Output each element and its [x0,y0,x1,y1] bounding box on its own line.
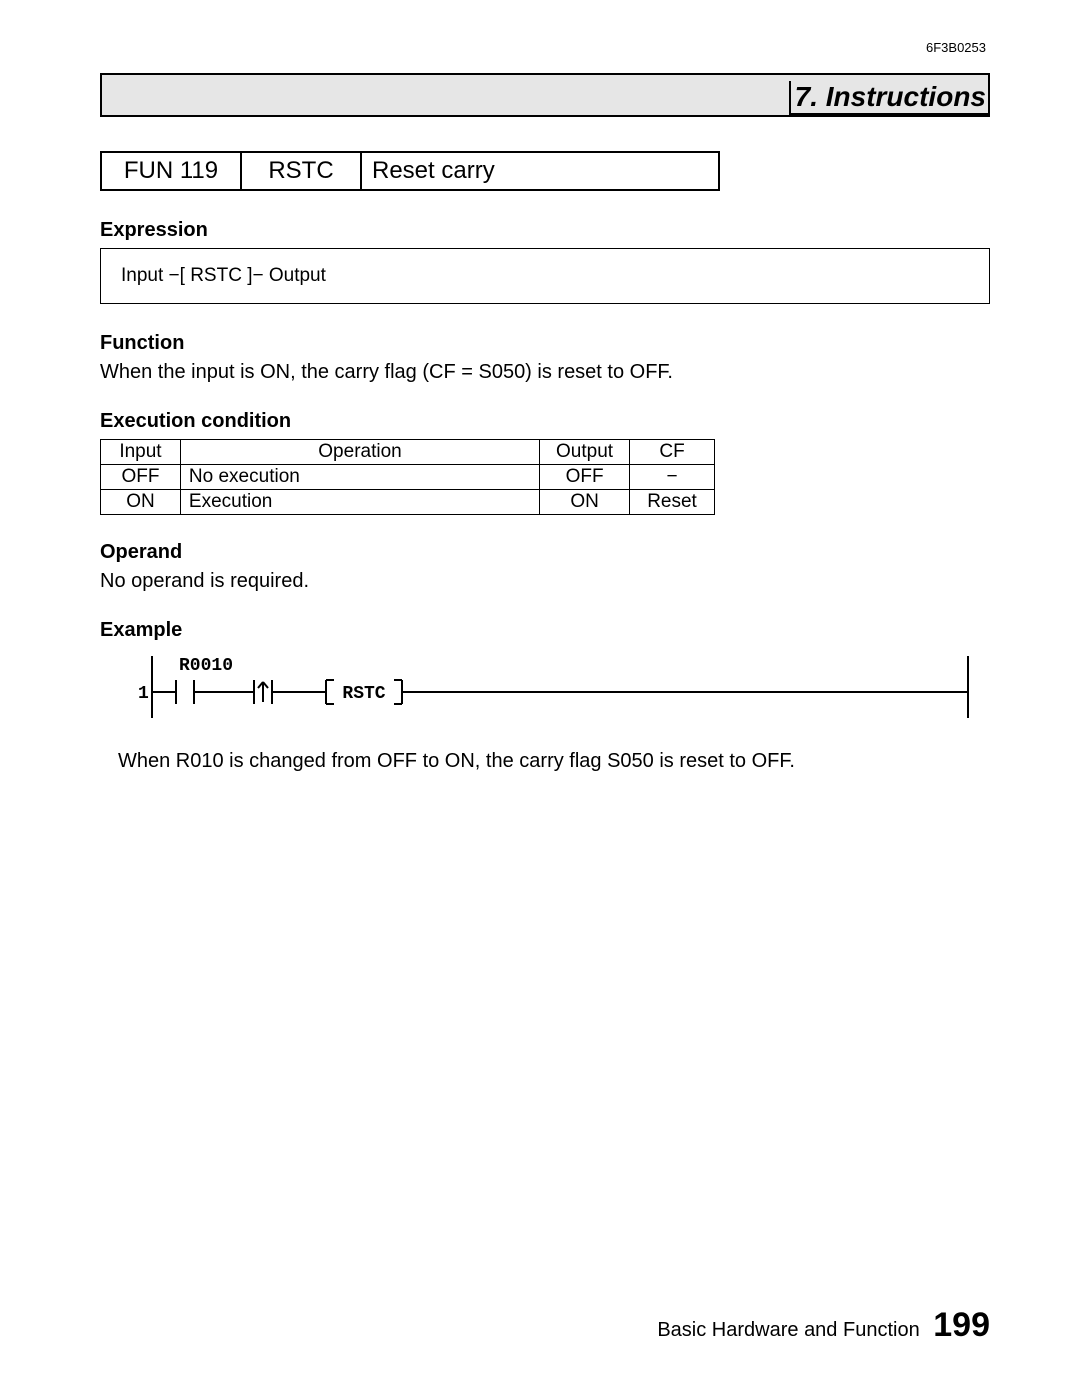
instr-fun: FUN 119 [102,153,242,189]
td-operation: No execution [180,465,539,490]
operand-heading: Operand [100,541,990,564]
table-row: ON Execution ON Reset [101,490,715,515]
example-text: When R010 is changed from OFF to ON, the… [118,750,990,773]
td-output: ON [540,490,630,515]
td-output: OFF [540,465,630,490]
doc-code: 6F3B0253 [100,40,990,55]
table-header-row: Input Operation Output CF [101,440,715,465]
function-heading: Function [100,332,990,355]
page-number: 199 [933,1306,990,1344]
table-row: OFF No execution OFF − [101,465,715,490]
td-cf: − [630,465,715,490]
th-input: Input [101,440,181,465]
page-footer: Basic Hardware and Function 199 [657,1306,990,1345]
ladder-diagram: 1 R0010 RSTC [136,652,990,726]
instruction-header: FUN 119 RSTC Reset carry [100,151,720,191]
function-text: When the input is ON, the carry flag (CF… [100,361,990,384]
example-heading: Example [100,619,990,642]
th-cf: CF [630,440,715,465]
exec-cond-table: Input Operation Output CF OFF No executi… [100,439,715,515]
instr-code: RSTC [242,153,362,189]
expression-heading: Expression [100,219,990,242]
th-operation: Operation [180,440,539,465]
footer-text: Basic Hardware and Function [657,1319,919,1341]
expression-box: Input −[ RSTC ]− Output [100,248,990,304]
svg-text:1: 1 [138,684,149,704]
td-operation: Execution [180,490,539,515]
chapter-title: 7. Instructions [789,81,988,115]
ladder-svg: 1 R0010 RSTC [136,652,982,726]
svg-text:R0010: R0010 [179,656,233,676]
chapter-banner: 7. Instructions [100,73,990,117]
th-output: Output [540,440,630,465]
operand-text: No operand is required. [100,570,990,593]
svg-text:RSTC: RSTC [342,684,385,704]
td-input: OFF [101,465,181,490]
exec-cond-heading: Execution condition [100,410,990,433]
instr-desc: Reset carry [362,153,718,189]
td-cf: Reset [630,490,715,515]
td-input: ON [101,490,181,515]
